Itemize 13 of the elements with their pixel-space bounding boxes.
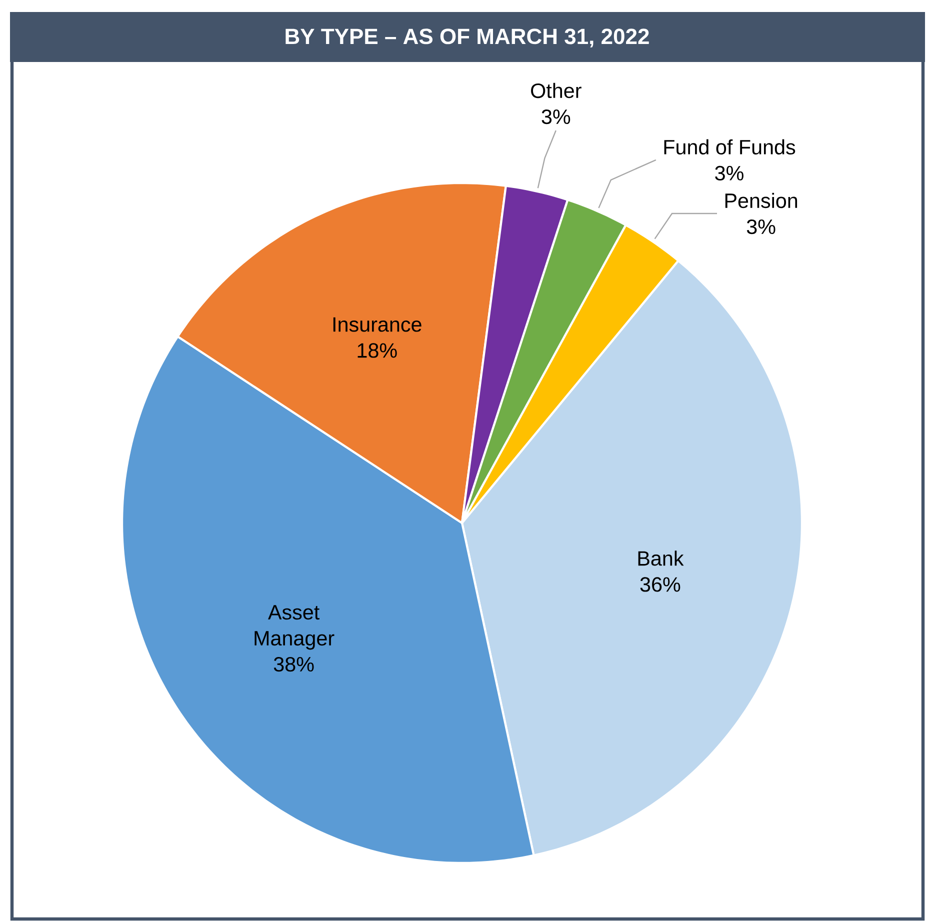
slice-label: Pension (725, 192, 798, 208)
slice-label: Fund of Funds (664, 139, 796, 154)
data-label: 3% (542, 109, 570, 124)
slice-label: Bank (638, 550, 684, 566)
data-label: 3% (715, 166, 744, 180)
data-label: 36% (640, 577, 680, 592)
data-label: 3% (746, 219, 776, 234)
slice-label: Insurance (333, 317, 422, 332)
slice-label: Asset Manager (254, 605, 334, 650)
data-label: 18% (358, 343, 397, 358)
data-label: 38% (274, 656, 314, 672)
slice-label: Other (531, 82, 582, 98)
chart-title: BY TYPE – AS OF MARCH 31, 2022 (286, 28, 649, 48)
